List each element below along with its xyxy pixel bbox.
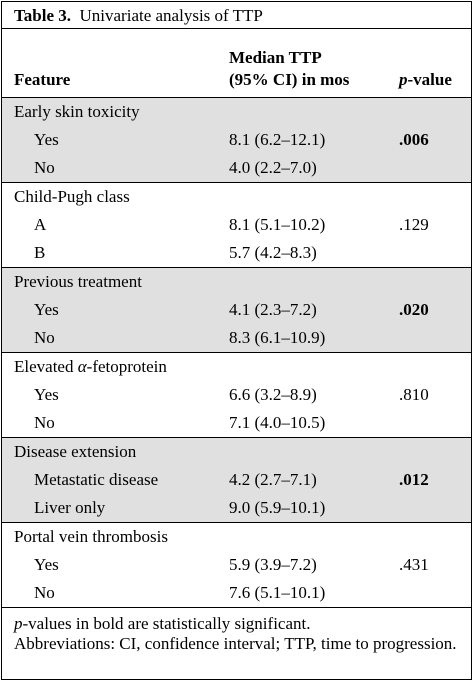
table-row: B 5.7 (4.2–8.3) <box>2 239 471 267</box>
footnote-p-italic: p <box>14 614 23 633</box>
row-label: Yes <box>34 385 59 404</box>
row-label: No <box>34 583 55 602</box>
header-pvalue-italic: p <box>399 70 408 89</box>
table-row: Yes 8.1 (6.2–12.1) .006 <box>2 126 471 154</box>
header-median: Median TTP (95% CI) in mos <box>229 47 349 91</box>
group-disease-extension: Disease extension Metastatic disease 4.2… <box>2 437 471 522</box>
table-footnote: p-values in bold are statistically signi… <box>14 614 464 654</box>
table-row: No 4.0 (2.2–7.0) <box>2 154 471 182</box>
group-title-row: Disease extension <box>2 438 471 466</box>
table-row: Metastatic disease 4.2 (2.7–7.1) .012 <box>2 466 471 494</box>
group-title-row: Elevated α-fetoprotein <box>2 353 471 381</box>
row-median: 8.3 (6.1–10.9) <box>229 328 326 347</box>
row-label: No <box>34 328 55 347</box>
group-title-row: Early skin toxicity <box>2 98 471 126</box>
row-label: Metastatic disease <box>34 470 159 489</box>
header-feature: Feature <box>14 70 71 89</box>
group-title-prefix: Elevated <box>14 357 78 376</box>
row-label: Yes <box>34 130 59 149</box>
row-median: 4.1 (2.3–7.2) <box>229 300 317 319</box>
group-title: Previous treatment <box>14 272 142 291</box>
row-median: 4.2 (2.7–7.1) <box>229 470 317 489</box>
row-median: 7.1 (4.0–10.5) <box>229 413 326 432</box>
group-previous-treatment: Previous treatment Yes 4.1 (2.3–7.2) .02… <box>2 267 471 352</box>
row-median: 5.9 (3.9–7.2) <box>229 555 317 574</box>
group-title-row: Child-Pugh class <box>2 183 471 211</box>
group-early-skin-toxicity: Early skin toxicity Yes 8.1 (6.2–12.1) .… <box>2 98 471 182</box>
table-row: A 8.1 (5.1–10.2) .129 <box>2 211 471 239</box>
table-row: No 7.1 (4.0–10.5) <box>2 409 471 437</box>
row-label: Yes <box>34 555 59 574</box>
header-median-line2: (95% CI) in mos <box>229 70 350 89</box>
table-row: Liver only 9.0 (5.9–10.1) <box>2 494 471 522</box>
table-title: Univariate analysis of TTP <box>79 6 263 25</box>
table-caption: Table 3. Univariate analysis of TTP <box>14 5 263 27</box>
row-pvalue: .020 <box>399 300 429 319</box>
row-label: No <box>34 413 55 432</box>
row-pvalue: .129 <box>399 215 429 234</box>
footnote-significance: p-values in bold are statistically signi… <box>14 614 464 634</box>
group-child-pugh-class: Child-Pugh class A 8.1 (5.1–10.2) .129 B… <box>2 182 471 267</box>
table-row: Yes 6.6 (3.2–8.9) .810 <box>2 381 471 409</box>
table-row: Yes 4.1 (2.3–7.2) .020 <box>2 296 471 324</box>
row-median: 5.7 (4.2–8.3) <box>229 243 317 262</box>
group-title-suffix: -fetoprotein <box>86 357 167 376</box>
table-row: No 8.3 (6.1–10.9) <box>2 324 471 352</box>
row-median: 8.1 (6.2–12.1) <box>229 130 326 149</box>
caption-rule <box>2 28 471 29</box>
table-body: Early skin toxicity Yes 8.1 (6.2–12.1) .… <box>2 98 471 607</box>
header-pvalue-rest: -value <box>407 70 452 89</box>
group-title: Elevated α-fetoprotein <box>14 353 167 381</box>
row-pvalue: .431 <box>399 555 429 574</box>
header-median-line1: Median TTP <box>229 48 322 67</box>
row-median: 7.6 (5.1–10.1) <box>229 583 326 602</box>
group-title: Child-Pugh class <box>14 187 130 206</box>
row-label: Yes <box>34 300 59 319</box>
table-row: No 7.6 (5.1–10.1) <box>2 579 471 607</box>
footer-rule <box>2 607 471 608</box>
row-label: Liver only <box>34 498 106 517</box>
footnote-abbreviations: Abbreviations: CI, confidence interval; … <box>14 634 457 653</box>
header-rule <box>2 97 471 98</box>
alpha-symbol: α <box>77 357 87 376</box>
group-title: Early skin toxicity <box>14 102 140 121</box>
row-median: 6.6 (3.2–8.9) <box>229 385 317 404</box>
footnote-line1-text: -values in bold are statistically signif… <box>22 614 311 633</box>
row-label: B <box>34 243 46 262</box>
row-pvalue: .810 <box>399 385 429 404</box>
group-title-row: Previous treatment <box>2 268 471 296</box>
table-number: Table 3. <box>14 6 72 25</box>
row-median: 8.1 (5.1–10.2) <box>229 215 326 234</box>
row-label: A <box>34 215 47 234</box>
header-pvalue: p-value <box>399 69 452 91</box>
group-portal-vein-thrombosis: Portal vein thrombosis Yes 5.9 (3.9–7.2)… <box>2 522 471 607</box>
row-pvalue: .012 <box>399 470 429 489</box>
row-pvalue: .006 <box>399 130 429 149</box>
group-elevated-afp: Elevated α-fetoprotein Yes 6.6 (3.2–8.9)… <box>2 352 471 437</box>
table-row: Yes 5.9 (3.9–7.2) .431 <box>2 551 471 579</box>
group-title: Portal vein thrombosis <box>14 527 168 546</box>
row-median: 9.0 (5.9–10.1) <box>229 498 326 517</box>
row-median: 4.0 (2.2–7.0) <box>229 158 317 177</box>
group-title: Disease extension <box>14 442 137 461</box>
row-label: No <box>34 158 55 177</box>
group-title-row: Portal vein thrombosis <box>2 523 471 551</box>
